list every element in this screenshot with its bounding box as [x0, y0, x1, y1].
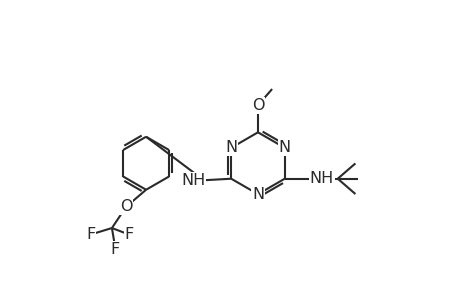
- Text: N: N: [224, 140, 237, 155]
- Text: NH: NH: [309, 171, 333, 186]
- Text: NH: NH: [181, 173, 205, 188]
- Text: O: O: [119, 199, 132, 214]
- Text: N: N: [252, 187, 263, 202]
- Text: F: F: [111, 242, 120, 257]
- Text: N: N: [278, 140, 290, 155]
- Text: F: F: [124, 227, 134, 242]
- Text: O: O: [251, 98, 263, 113]
- Text: F: F: [86, 227, 95, 242]
